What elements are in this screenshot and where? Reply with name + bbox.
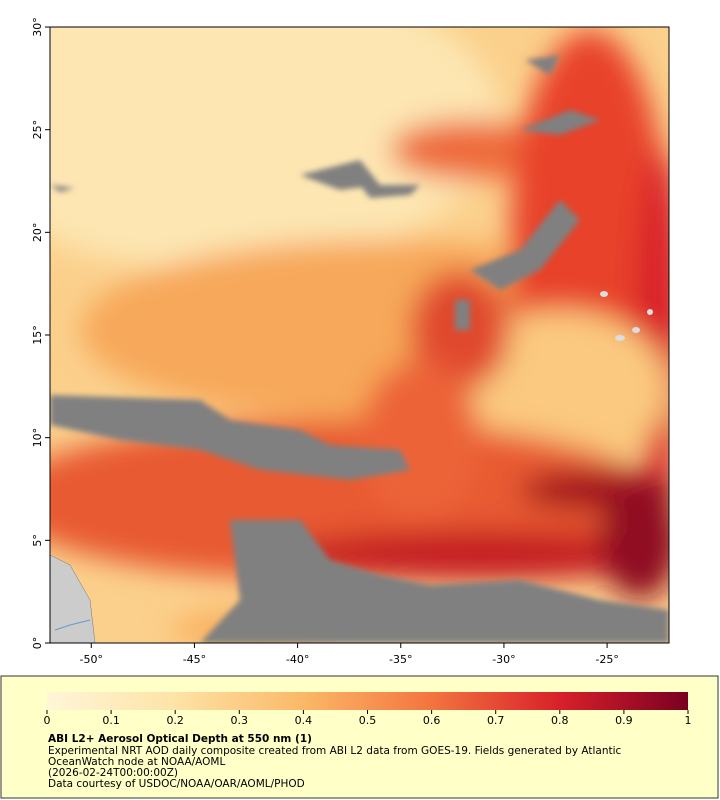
x-tick-label: -30° [492,653,515,666]
caption-title: ABI L2+ Aerosol Optical Depth at 550 nm … [48,733,312,745]
y-tick-label: 15° [31,325,44,345]
y-tick-label: 20° [31,223,44,243]
colorbar-tick-label: 1 [685,714,692,727]
x-tick-label: -50° [80,653,103,666]
y-tick-label: 30° [31,17,44,37]
caption-line: Experimental NRT AOD daily composite cre… [48,745,622,757]
colorbar-tick-label: 0.2 [166,714,184,727]
colorbar-tick-label: 0.8 [551,714,569,727]
y-tick-label: 5° [31,534,44,547]
colorbar-tick-label: 0.5 [359,714,377,727]
x-tick-label: -40° [286,653,309,666]
x-tick-label: -45° [183,653,206,666]
caption-line: (2026-02-24T00:00:00Z) [48,767,178,779]
y-tick-label: 25° [31,120,44,140]
colorbar-tick-label: 0.6 [423,714,441,727]
caption-line: OceanWatch node at NOAA/AOML [48,756,225,768]
colorbar-tick-label: 0.4 [295,714,313,727]
colorbar-tick-label: 0.9 [615,714,633,727]
x-tick-label: -25° [595,653,618,666]
y-tick-label: 0° [31,637,44,650]
colorbar-tick-label: 0.7 [487,714,505,727]
colorbar [47,692,688,710]
colorbar-tick-label: 0.3 [231,714,249,727]
caption-line: Data courtesy of USDOC/NOAA/OAR/AOML/PHO… [48,778,305,790]
y-tick-label: 10° [31,428,44,448]
x-tick-label: -35° [389,653,412,666]
colorbar-tick-label: 0 [44,714,51,727]
colorbar-tick-label: 0.1 [102,714,120,727]
aod-map [50,27,669,643]
